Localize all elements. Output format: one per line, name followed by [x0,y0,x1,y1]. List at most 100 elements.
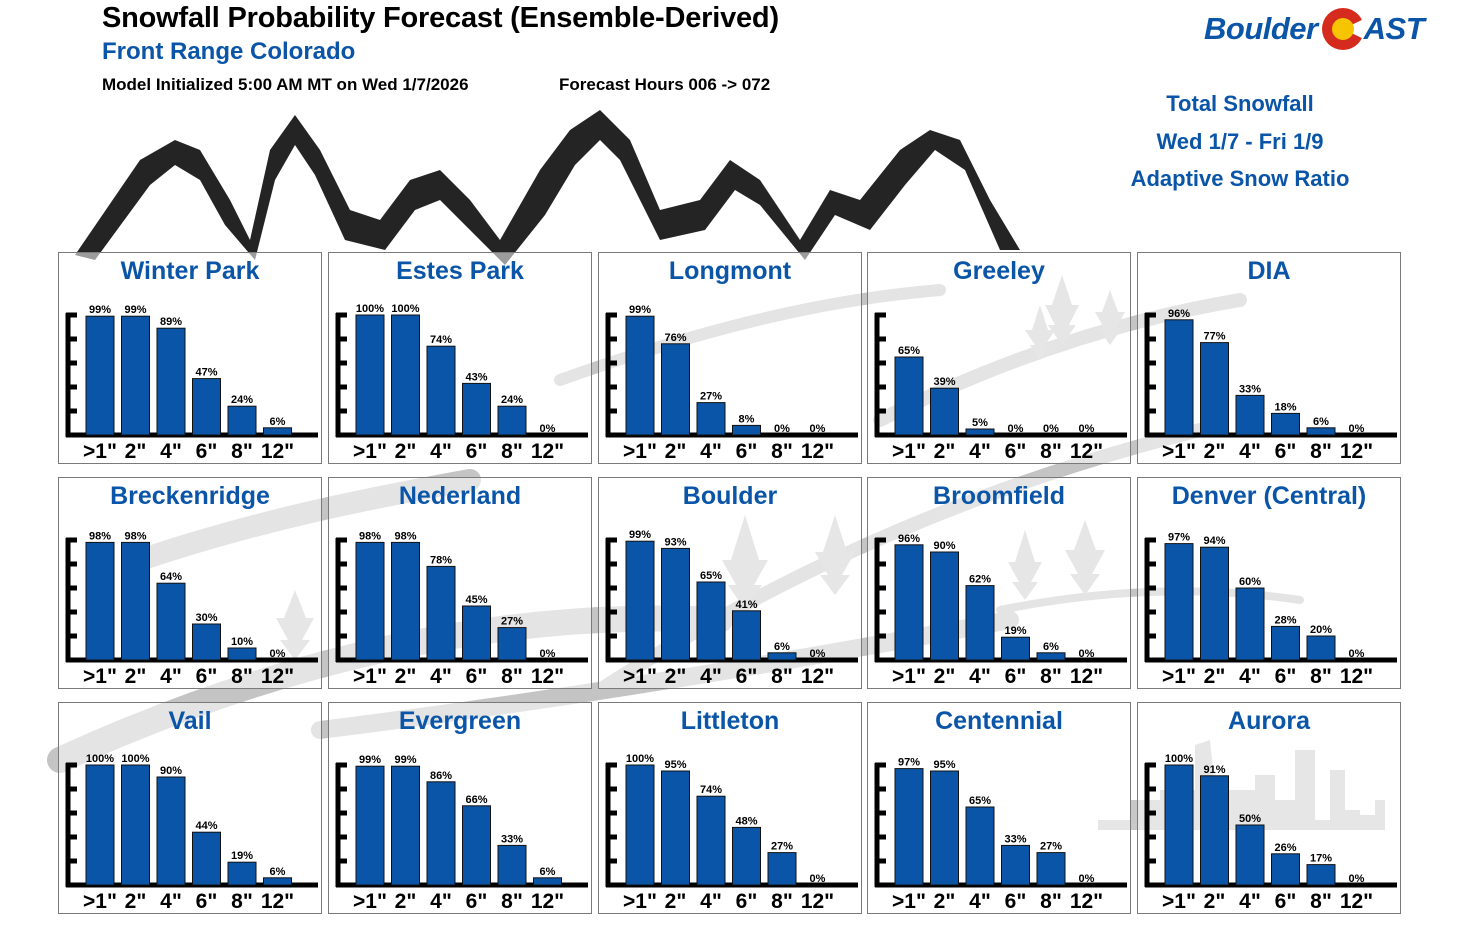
data-label: 6% [270,866,286,878]
chart-title: Boulder [682,482,778,510]
page-title: Snowfall Probability Forecast (Ensemble-… [102,2,779,34]
x-tick-label: 6" [736,890,758,913]
chart-title: Estes Park [396,257,524,285]
data-label: 100% [121,753,149,765]
bar-3 [1271,412,1300,436]
chart-panel-breckenridge: Breckenridge 98% >1" 98% 2" 64% 4" 30% 6" 10% 8" 0%… [58,477,322,689]
chart-title: Vail [168,707,212,735]
bar-chart: 98% >1" 98% 2" 78% 4" 45% 6" 27% 8" 0% 12" [335,530,588,688]
info-snow-ratio: Adaptive Snow Ratio [1130,166,1350,191]
bar-4 [227,647,257,661]
x-tick-label: 4" [1239,890,1261,913]
bar-chart: 99% >1" 99% 2" 86% 4" 66% 6" 33% 8" 6% 12" [335,754,588,913]
x-tick-label: 4" [160,665,182,688]
data-label: 6% [270,416,286,428]
bar-4 [227,405,257,436]
x-tick-label: 2" [395,440,417,463]
data-label: 19% [231,850,253,862]
x-tick-label: 6" [196,665,218,688]
x-tick-label: 12" [801,440,834,463]
data-label: 44% [195,820,217,832]
x-tick-label: >1" [83,890,117,913]
x-tick-label: 4" [700,665,722,688]
x-tick-label: 8" [1310,440,1332,463]
bar-0 [1164,319,1194,436]
x-tick-label: 12" [1070,440,1103,463]
data-label: 50% [1239,813,1261,825]
x-tick-label: 2" [1204,890,1226,913]
bar-2 [156,582,186,661]
data-label: 99% [89,304,111,316]
data-label: 65% [898,345,920,357]
data-label: 28% [1274,614,1296,626]
chart-panel-longmont: Longmont 99% >1" 76% 2" 27% 4" 8% 6" 0% 8" 0% 12" [598,252,862,464]
bar-1 [930,551,959,661]
colorado-flag-c-icon [1321,8,1366,50]
bar-chart: 99% >1" 93% 2" 65% 4" 41% 6" 6% 8" 0% 12" [605,529,858,688]
bar-2 [156,327,186,436]
data-label: 94% [1203,535,1225,547]
data-label: 0% [810,423,826,435]
x-tick-label: 4" [160,890,182,913]
data-label: 93% [664,536,686,548]
x-tick-label: 2" [665,665,687,688]
bar-3 [1001,844,1030,886]
bar-chart: 100% >1" 91% 2" 50% 4" 26% 6" 17% 8" 0% 12" [1144,753,1397,913]
x-tick-label: 6" [1005,665,1027,688]
x-tick-label: 4" [430,440,452,463]
bar-0 [625,764,655,886]
x-tick-label: >1" [1162,665,1196,688]
forecast-hours-text: Forecast Hours 006 -> 072 [559,75,771,94]
bar-1 [1200,775,1229,886]
x-tick-label: 12" [1340,665,1373,688]
x-tick-label: 12" [531,440,564,463]
bar-4 [767,652,797,661]
data-label: 17% [1310,853,1332,865]
data-label: 48% [735,815,757,827]
data-label: 0% [1008,423,1024,435]
chart-panel-dia: DIA 96% >1" 77% 2" 33% 4" 18% 6" 6% 8" 0% 12" [1137,252,1401,464]
x-tick-label: 4" [700,440,722,463]
bar-2 [965,806,995,886]
x-tick-label: >1" [353,665,387,688]
bar-3 [1001,636,1030,661]
bar-3 [732,610,761,661]
data-label: 33% [1239,383,1261,395]
x-tick-label: 6" [466,665,488,688]
data-label: 0% [1349,423,1365,435]
bar-3 [192,623,221,661]
data-label: 95% [664,759,686,771]
data-label: 96% [898,533,920,545]
data-label: 0% [540,423,556,435]
data-label: 0% [810,873,826,885]
bar-4 [1306,427,1336,436]
data-label: 99% [359,754,381,766]
x-tick-label: 6" [1275,440,1297,463]
bar-1 [391,765,420,886]
x-tick-label: 8" [231,665,253,688]
x-tick-label: 6" [736,440,758,463]
x-tick-label: 2" [665,440,687,463]
x-tick-label: 2" [934,665,956,688]
data-label: 97% [898,757,920,769]
chart-panel-nederland: Nederland 98% >1" 98% 2" 78% 4" 45% 6" 27% 8" 0% 12" [328,477,592,689]
bar-0 [894,768,924,886]
bar-1 [121,764,150,886]
x-tick-label: 4" [1239,665,1261,688]
data-label: 99% [629,529,651,541]
x-tick-label: 2" [665,890,687,913]
forecast-info-block: Total Snowfall Wed 1/7 - Fri 1/9 Adaptiv… [1110,88,1370,201]
bar-4 [497,844,527,886]
bar-0 [625,540,655,661]
data-label: 26% [1274,842,1296,854]
x-tick-label: 12" [801,665,834,688]
bar-0 [85,764,115,886]
data-label: 24% [231,394,253,406]
data-label: 6% [774,641,790,653]
x-tick-label: 12" [531,890,564,913]
bar-2 [426,345,456,436]
bar-3 [1271,625,1300,661]
bar-2 [965,585,995,661]
chart-title: Breckenridge [110,482,270,510]
data-label: 97% [1168,532,1190,544]
